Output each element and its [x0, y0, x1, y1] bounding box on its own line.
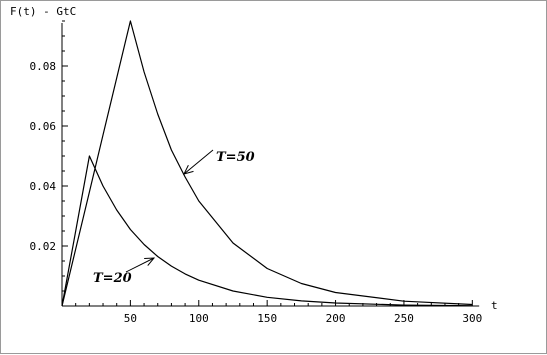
annotation-arrow-t50 — [183, 149, 214, 175]
series-group — [61, 20, 473, 307]
series-line-t50 — [61, 20, 473, 307]
y-tick-label: 0.04 — [30, 180, 57, 193]
annotation-arrowhead-t20 — [144, 257, 156, 266]
annotation-arrowhead-t50 — [183, 164, 194, 175]
x-tick-label: 50 — [124, 312, 137, 325]
x-tick-label: 200 — [326, 312, 346, 325]
annotations: T=50 T=20 — [93, 149, 255, 286]
x-tick-label: 150 — [257, 312, 277, 325]
axes — [61, 23, 480, 307]
annotation-label-t20: T=20 — [93, 271, 132, 286]
series-line-t20 — [61, 155, 473, 307]
x-axis-label: t — [491, 299, 498, 312]
y-tick-label: 0.06 — [30, 120, 57, 133]
x-tick-label: 250 — [394, 312, 414, 325]
x-tick-label: 100 — [189, 312, 209, 325]
y-tick-label: 0.02 — [30, 240, 57, 253]
annotation-label-t50: T=50 — [216, 150, 255, 165]
y-axis-label: F(t) - GtC — [10, 5, 76, 18]
x-tick-label: 300 — [462, 312, 482, 325]
y-tick-label: 0.08 — [30, 60, 57, 73]
annotation-arrow-t20 — [125, 257, 155, 273]
